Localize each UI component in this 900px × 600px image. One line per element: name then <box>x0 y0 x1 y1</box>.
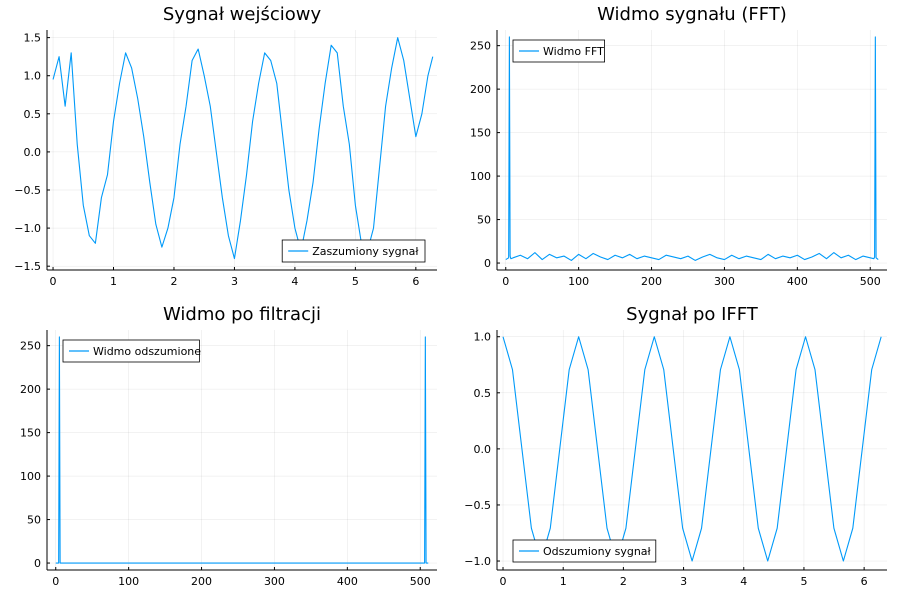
y-tick-label: −0.5 <box>14 184 41 197</box>
y-tick-label: 200 <box>20 383 41 396</box>
x-tick-label: 1 <box>560 575 567 588</box>
x-tick-label: 200 <box>191 575 212 588</box>
y-tick-label: 150 <box>470 127 491 140</box>
legend-label: Zaszumiony sygnał <box>312 245 419 258</box>
x-tick-label: 100 <box>568 275 589 288</box>
y-tick-label: 1.0 <box>24 70 42 83</box>
series-line <box>505 36 879 261</box>
y-tick-label: −1.0 <box>464 555 491 568</box>
x-tick-label: 3 <box>231 275 238 288</box>
x-tick-label: 0 <box>50 275 57 288</box>
legend: Widmo odszumione <box>62 339 201 363</box>
chart-title: Sygnał wejściowy <box>163 4 322 25</box>
subplot-1: Sygnał wejściowy 0 1 2 3 4 5 6 −1.5 −1.0 −0.5 0.0 0.… <box>14 4 437 288</box>
x-tick-label: 5 <box>800 575 807 588</box>
y-tick-label: 0.5 <box>474 387 492 400</box>
x-tick-label: 300 <box>714 275 735 288</box>
x-tick-label: 4 <box>291 275 298 288</box>
y-tick-label: 1.5 <box>24 32 42 45</box>
x-tick-label: 0 <box>500 575 507 588</box>
y-tick-label: 1.0 <box>474 331 492 344</box>
legend: Zaszumiony sygnał <box>281 239 426 263</box>
chart-title: Sygnał po IFFT <box>626 304 759 325</box>
y-tick-label: 100 <box>20 470 41 483</box>
subplot-2: Widmo sygnału (FFT) 0 100 200 300 400 500 0 50 10… <box>470 4 887 288</box>
x-tick-label: 500 <box>410 575 431 588</box>
y-tick-label: 50 <box>27 514 41 527</box>
x-tick-label: 4 <box>740 575 747 588</box>
y-tick-label: 0.0 <box>24 146 42 159</box>
x-tick-label: 100 <box>118 575 139 588</box>
series-line <box>52 37 434 260</box>
legend: Widmo FFT <box>512 39 605 63</box>
legend-label: Widmo FFT <box>543 45 604 58</box>
subplot-3: Widmo po filtracji 0 100 200 300 400 500 0 50 100… <box>20 304 437 588</box>
x-tick-label: 5 <box>352 275 359 288</box>
y-tick-label: 0.0 <box>474 443 492 456</box>
series-line <box>55 336 429 564</box>
y-tick-label: 0 <box>34 557 41 570</box>
x-tick-label: 3 <box>680 575 687 588</box>
x-tick-label: 0 <box>52 575 59 588</box>
legend-label: Widmo odszumione <box>93 345 201 358</box>
chart-title: Widmo po filtracji <box>163 304 321 325</box>
legend: Odszumiony sygnał <box>512 539 657 563</box>
x-tick-label: 0 <box>502 275 509 288</box>
y-tick-label: 50 <box>477 214 491 227</box>
y-tick-label: 250 <box>20 340 41 353</box>
x-tick-label: 6 <box>861 575 868 588</box>
y-tick-label: 100 <box>470 170 491 183</box>
x-tick-label: 2 <box>170 275 177 288</box>
series-line <box>502 336 882 562</box>
y-tick-label: 150 <box>20 427 41 440</box>
x-tick-label: 1 <box>110 275 117 288</box>
legend-box <box>512 39 605 63</box>
legend-box <box>512 539 657 563</box>
x-tick-label: 200 <box>641 275 662 288</box>
y-tick-label: 0.5 <box>24 108 42 121</box>
legend-label: Odszumiony sygnał <box>543 545 652 558</box>
x-tick-label: 6 <box>412 275 419 288</box>
x-tick-label: 400 <box>787 275 808 288</box>
y-tick-label: 200 <box>470 83 491 96</box>
y-tick-label: −1.0 <box>14 222 41 235</box>
subplot-4: Sygnał po IFFT 0 1 2 3 4 5 6 −1.0 −0.5 0.0 0.5 1.0 Od… <box>464 304 887 588</box>
legend-box <box>281 239 426 263</box>
x-tick-label: 2 <box>620 575 627 588</box>
y-tick-label: 0 <box>484 257 491 270</box>
x-tick-label: 400 <box>337 575 358 588</box>
chart-title: Widmo sygnału (FFT) <box>597 4 787 25</box>
x-tick-label: 300 <box>264 575 285 588</box>
y-tick-label: −0.5 <box>464 499 491 512</box>
y-tick-label: 250 <box>470 40 491 53</box>
y-tick-label: −1.5 <box>14 260 41 273</box>
x-tick-label: 500 <box>860 275 881 288</box>
legend-box <box>62 339 200 363</box>
